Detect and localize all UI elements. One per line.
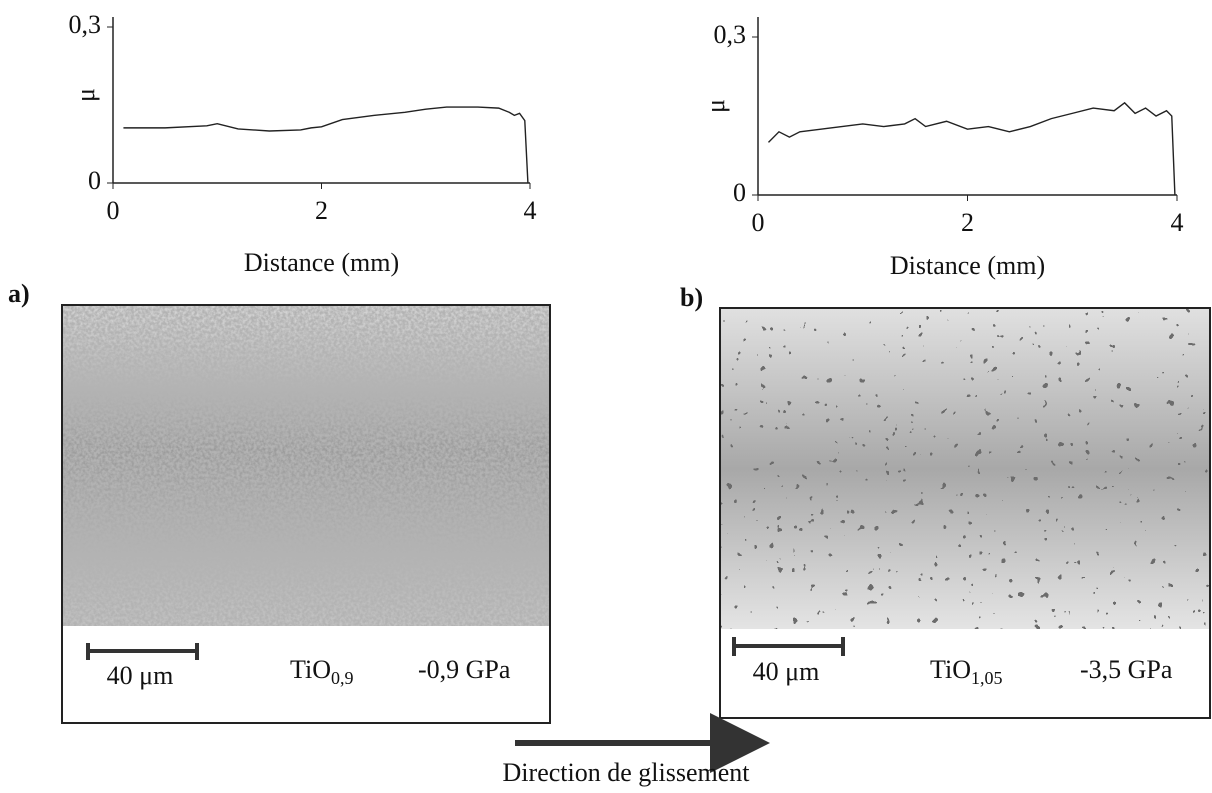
x-tick-label: 4 xyxy=(524,196,537,225)
friction-line xyxy=(767,101,1176,196)
x-tick-label: 2 xyxy=(315,196,328,225)
x-tick-label: 2 xyxy=(961,208,974,237)
y-tick-label: 0,3 xyxy=(69,10,102,39)
y-tick-label: 0 xyxy=(88,166,101,195)
panel-label: a) xyxy=(8,279,30,308)
x-axis-title: Distance (mm) xyxy=(890,251,1045,280)
formula: TiO0,9 xyxy=(290,655,353,688)
y-tick-label: 0 xyxy=(733,178,746,207)
formula-sub: 1,05 xyxy=(971,668,1003,688)
x-tick-label: 0 xyxy=(752,208,765,237)
y-tick-label: 0,3 xyxy=(714,20,747,49)
scale-bar xyxy=(86,643,199,660)
formula: TiO1,05 xyxy=(930,655,1002,688)
x-tick-label: 4 xyxy=(1171,208,1184,237)
scale-label: 40 μm xyxy=(107,661,174,690)
stress: -3,5 GPa xyxy=(1080,655,1173,684)
scale-label: 40 μm xyxy=(753,657,820,686)
x-tick-label: 0 xyxy=(107,196,120,225)
formula-base: TiO xyxy=(930,655,971,684)
y-axis-title: μ xyxy=(71,88,100,102)
y-axis-title: μ xyxy=(701,99,730,113)
formula-sub: 0,9 xyxy=(331,668,354,688)
x-axis-title: Distance (mm) xyxy=(244,248,399,277)
panel-label: b) xyxy=(680,283,703,312)
micrograph-texture xyxy=(63,306,549,626)
friction-line xyxy=(123,106,529,184)
micrograph-texture xyxy=(721,309,1209,629)
stress: -0,9 GPa xyxy=(418,655,511,684)
formula-base: TiO xyxy=(290,655,331,684)
scale-bar xyxy=(732,637,845,656)
arrow-caption: Direction de glissement xyxy=(503,758,751,787)
